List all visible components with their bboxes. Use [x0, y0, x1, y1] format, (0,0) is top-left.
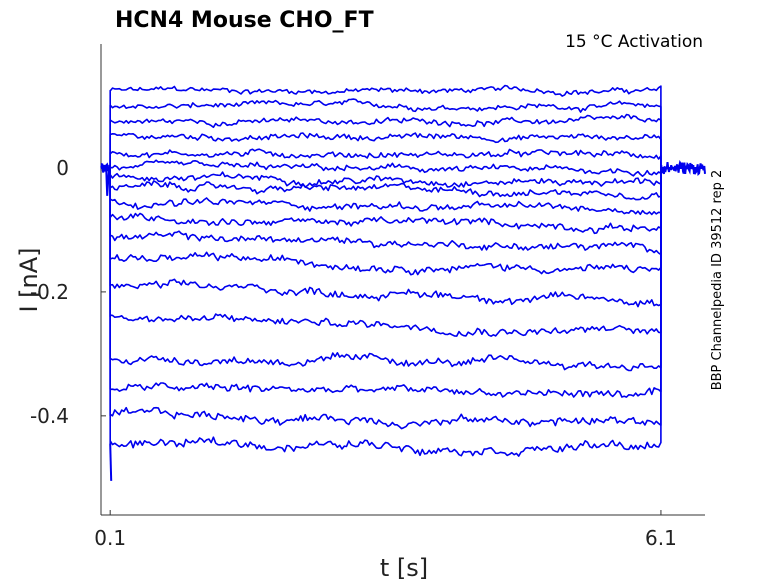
baseline-noise-post [659, 159, 706, 176]
x-tick-label: 6.1 [645, 526, 677, 550]
trace-line [101, 167, 705, 201]
y-ticks: 0 -0.2 -0.4 [30, 156, 106, 428]
trace-line [101, 132, 705, 169]
traces [100, 84, 706, 481]
y-tick-label: -0.2 [30, 280, 69, 304]
trace-line [101, 159, 705, 177]
y-tick-label: -0.4 [30, 404, 69, 428]
trace-line [101, 148, 705, 169]
x-axis-label: t [s] [380, 554, 428, 582]
trace-line [101, 167, 705, 457]
trace-line [101, 167, 705, 235]
y-axis-label: I [nA] [15, 247, 43, 312]
trace-line [101, 167, 705, 216]
side-label: BBP Channelpedia ID 39512 rep 2 [710, 170, 725, 391]
trace-line [101, 167, 705, 276]
onset-transient [105, 164, 111, 196]
chart-title: HCN4 Mouse CHO_FT [115, 8, 374, 33]
trace-line [101, 167, 705, 337]
onset-transient-bottom [109, 443, 113, 481]
trace-line [101, 167, 705, 308]
x-tick-label: 0.1 [94, 526, 126, 550]
trace-line [101, 113, 705, 169]
chart-subtitle: 15 °C Activation [565, 32, 703, 52]
x-ticks: 0.1 6.1 [94, 510, 677, 550]
trace-line [101, 167, 705, 398]
trace-line [101, 84, 705, 169]
trace-line [101, 167, 705, 256]
trace-line [101, 167, 705, 430]
trace-line [101, 167, 705, 188]
trace-line [101, 167, 705, 372]
trace-line [101, 98, 705, 169]
y-tick-label: 0 [56, 156, 69, 180]
